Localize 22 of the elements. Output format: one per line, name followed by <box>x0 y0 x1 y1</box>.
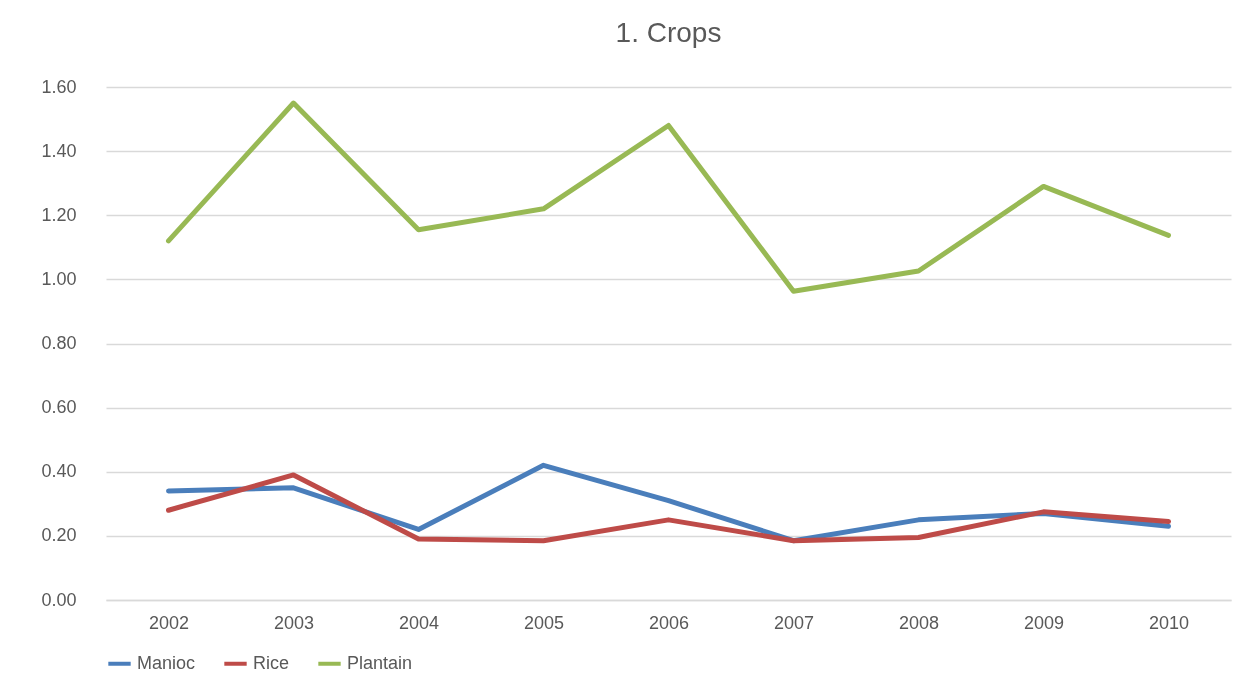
y-tick-label: 1.20 <box>41 204 77 225</box>
y-tick-label: 0.00 <box>41 589 77 610</box>
x-tick-label: 2008 <box>898 612 940 633</box>
y-tick-label: 1.40 <box>41 140 77 161</box>
x-tick-label: 2003 <box>273 612 315 633</box>
x-tick-label: 2010 <box>1148 612 1190 633</box>
chart-title: 1. Crops <box>615 17 722 48</box>
y-tick-label: 1.60 <box>41 76 77 97</box>
y-tick-label: 0.80 <box>41 333 77 353</box>
x-tick-label: 2005 <box>523 612 565 633</box>
x-tick-label: 2009 <box>1023 612 1065 633</box>
y-tick-label: 0.60 <box>41 397 77 418</box>
legend-label: Plantain <box>347 652 413 673</box>
x-tick-label: 2004 <box>398 612 440 633</box>
y-tick-label: 0.20 <box>41 525 77 546</box>
legend-label: Rice <box>253 652 290 673</box>
y-tick-label: 0.40 <box>41 461 77 482</box>
x-tick-label: 2007 <box>773 612 815 633</box>
x-tick-label: 2002 <box>148 612 190 633</box>
y-tick-label: 1.00 <box>41 268 77 289</box>
legend-label: Manioc <box>137 652 196 673</box>
x-tick-label: 2006 <box>648 612 690 633</box>
